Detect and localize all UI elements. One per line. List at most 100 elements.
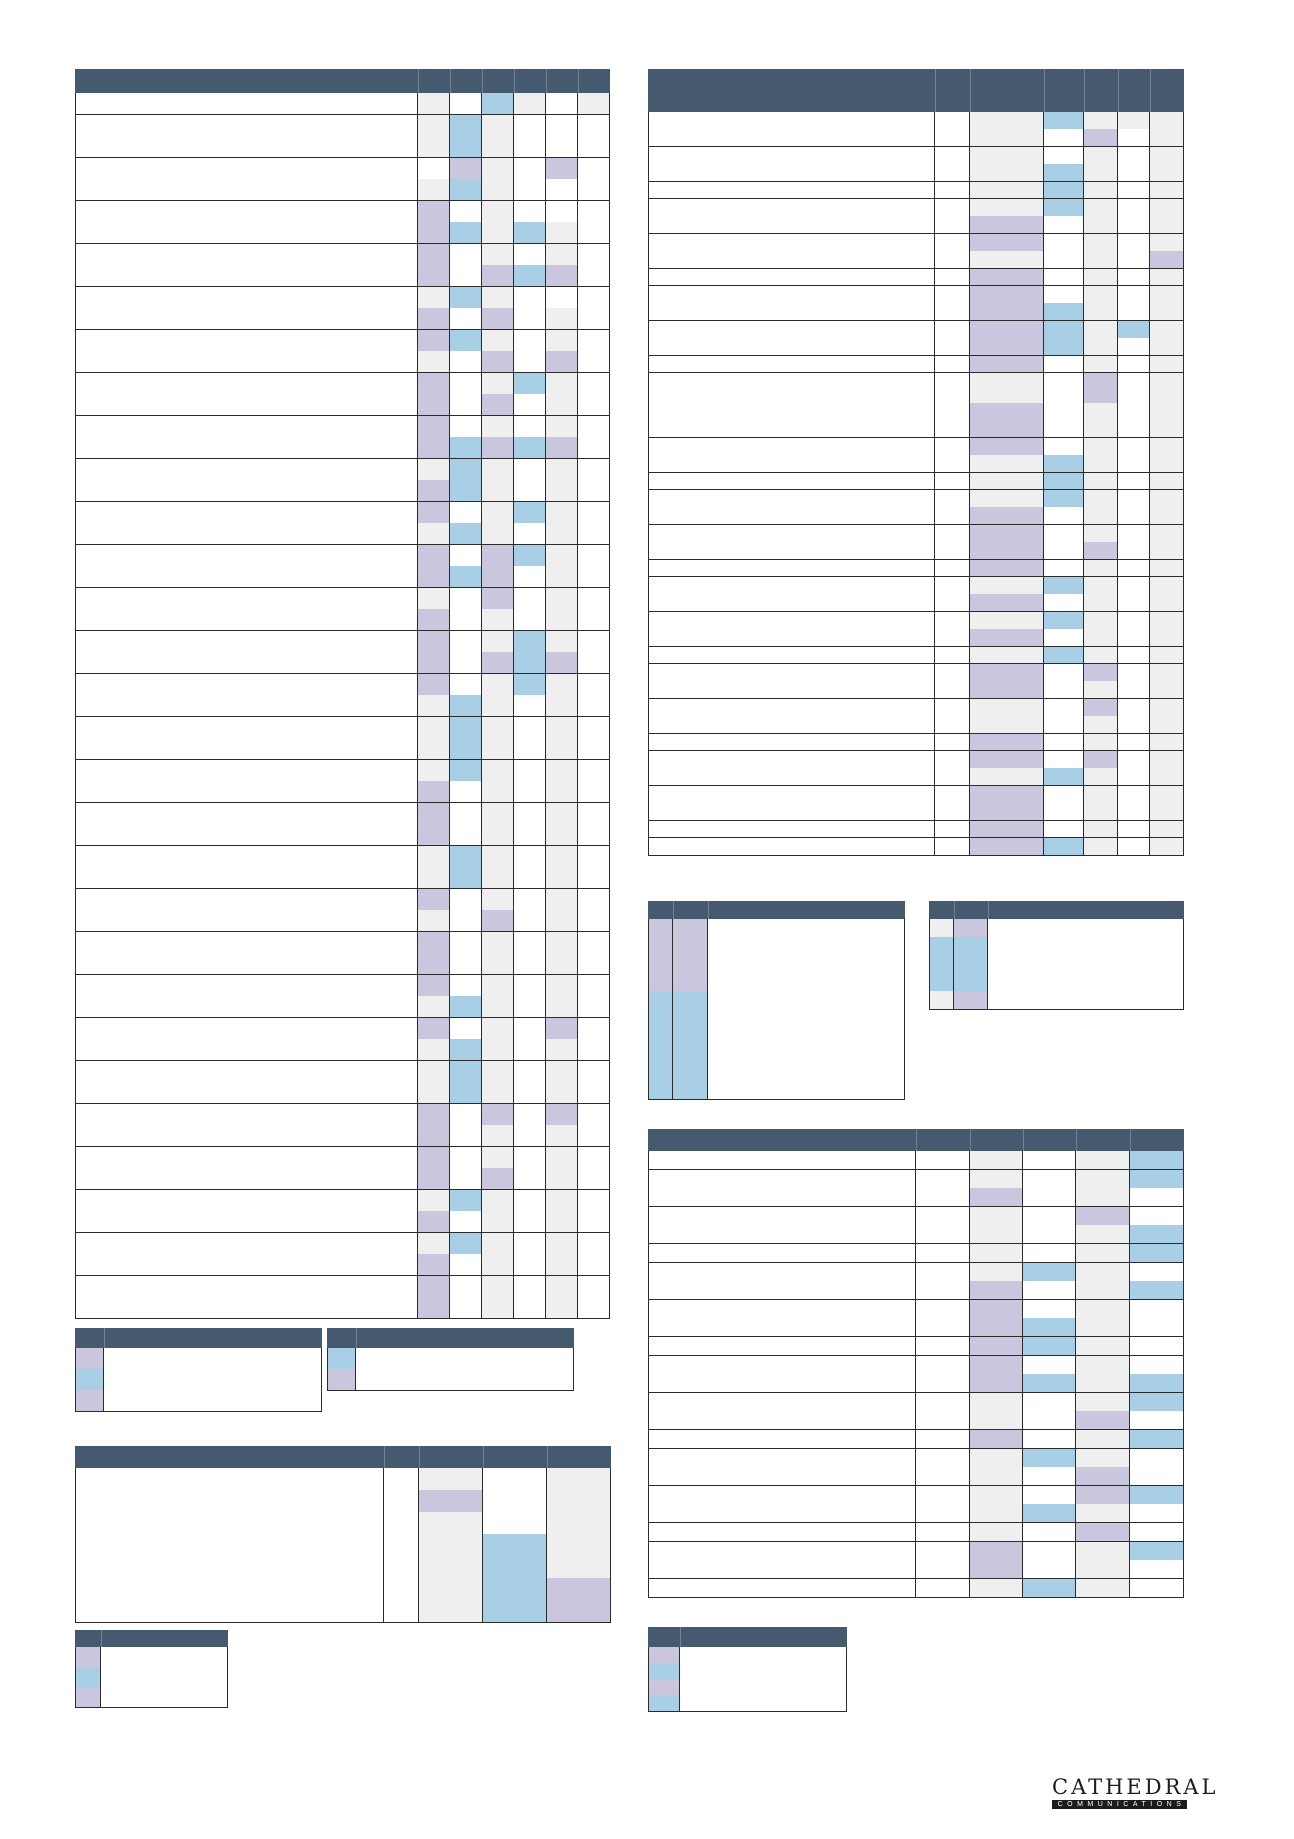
cell-empty [578,329,610,352]
table-row [75,781,610,803]
table-row [648,973,905,992]
cell-empty [935,164,970,183]
cell-empty [1118,268,1150,287]
cell-empty [578,544,610,567]
cell-empty [1023,1225,1076,1245]
cell-empty [578,114,610,137]
cell-grey [546,630,578,653]
cell-grey [1076,1578,1130,1598]
cell-blue [450,566,482,588]
cell-empty [578,480,610,502]
cell-empty [514,781,546,803]
cell-empty [708,991,905,1010]
cell-empty [75,1556,384,1579]
cell-purple [482,910,514,932]
cell-empty [483,1490,547,1513]
cell-empty [514,1060,546,1083]
cell-empty [916,1151,970,1171]
cell-empty [648,1504,916,1524]
cell-empty [578,265,610,287]
header-divider [450,69,451,93]
cell-purple [418,630,450,653]
cell-empty [648,303,935,322]
cell-empty [450,372,482,395]
cell-empty [578,695,610,717]
cell-purple [418,652,450,674]
cell-blue [1044,181,1084,200]
cell-blue [1130,1169,1184,1189]
cell-purple [418,544,450,567]
cell-blue [648,1081,673,1100]
cell-purple [648,955,673,974]
cell-empty [648,1523,916,1543]
cell-empty [1044,373,1084,404]
cell-purple [418,1297,450,1319]
cell-empty [1118,542,1150,561]
cell-empty [648,664,935,682]
header-divider [418,69,419,93]
header-divider [1076,1129,1077,1151]
cell-grey [419,1468,483,1491]
cell-purple [673,937,708,956]
cell-grey [1084,559,1118,578]
cell-grey [482,1017,514,1040]
cell-empty [104,1369,322,1391]
cell-grey [482,759,514,782]
table-row [75,1687,228,1708]
cell-grey [1150,716,1184,735]
cell-grey [482,781,514,803]
cell-grey [970,1392,1023,1412]
table-row [75,1082,610,1104]
cell-empty [75,587,418,610]
cell-empty [935,233,970,252]
table-row [648,1663,847,1680]
cell-purple [546,437,578,459]
cell-empty [916,1169,970,1189]
cell-grey [970,164,1044,183]
cell-empty [1118,286,1150,304]
header-divider [954,901,955,919]
cell-blue [648,1045,673,1064]
cell-empty [935,716,970,735]
cell-empty [578,1125,610,1147]
cell-empty [514,566,546,588]
cell-empty [514,716,546,739]
cell-empty [1044,420,1084,439]
cell-empty [578,759,610,782]
cell-empty [648,1337,916,1357]
table-row [75,824,610,846]
cell-grey [482,888,514,911]
cell-grey [1076,1281,1130,1301]
cell-purple [418,480,450,502]
cell-empty [935,768,970,787]
cell-grey [546,480,578,502]
table-row [75,1146,610,1169]
cell-purple [418,824,450,846]
cell-blue [648,991,673,1010]
cell-grey [1150,216,1184,235]
cell-empty [680,1663,847,1680]
cell-grey [418,587,450,610]
cell-empty [1130,1411,1184,1431]
table-row [75,93,610,115]
cell-blue [514,372,546,395]
cell-purple [418,1254,450,1276]
cell-empty [1118,420,1150,439]
table-row [648,1374,1184,1394]
cell-grey [1150,181,1184,200]
cell-empty [648,1188,916,1208]
cell-blue [1130,1151,1184,1171]
cell-empty [578,888,610,911]
cell-empty [578,1297,610,1319]
cell-purple [970,1430,1023,1450]
table-row [648,820,1184,839]
cell-grey [482,458,514,481]
cell-grey [482,931,514,954]
cell-empty [988,937,1184,956]
cell-grey [546,1254,578,1276]
cell-grey [546,243,578,266]
cell-grey [1076,1374,1130,1394]
cell-purple [546,157,578,180]
cell-grey [970,768,1044,787]
cell-empty [450,1017,482,1040]
